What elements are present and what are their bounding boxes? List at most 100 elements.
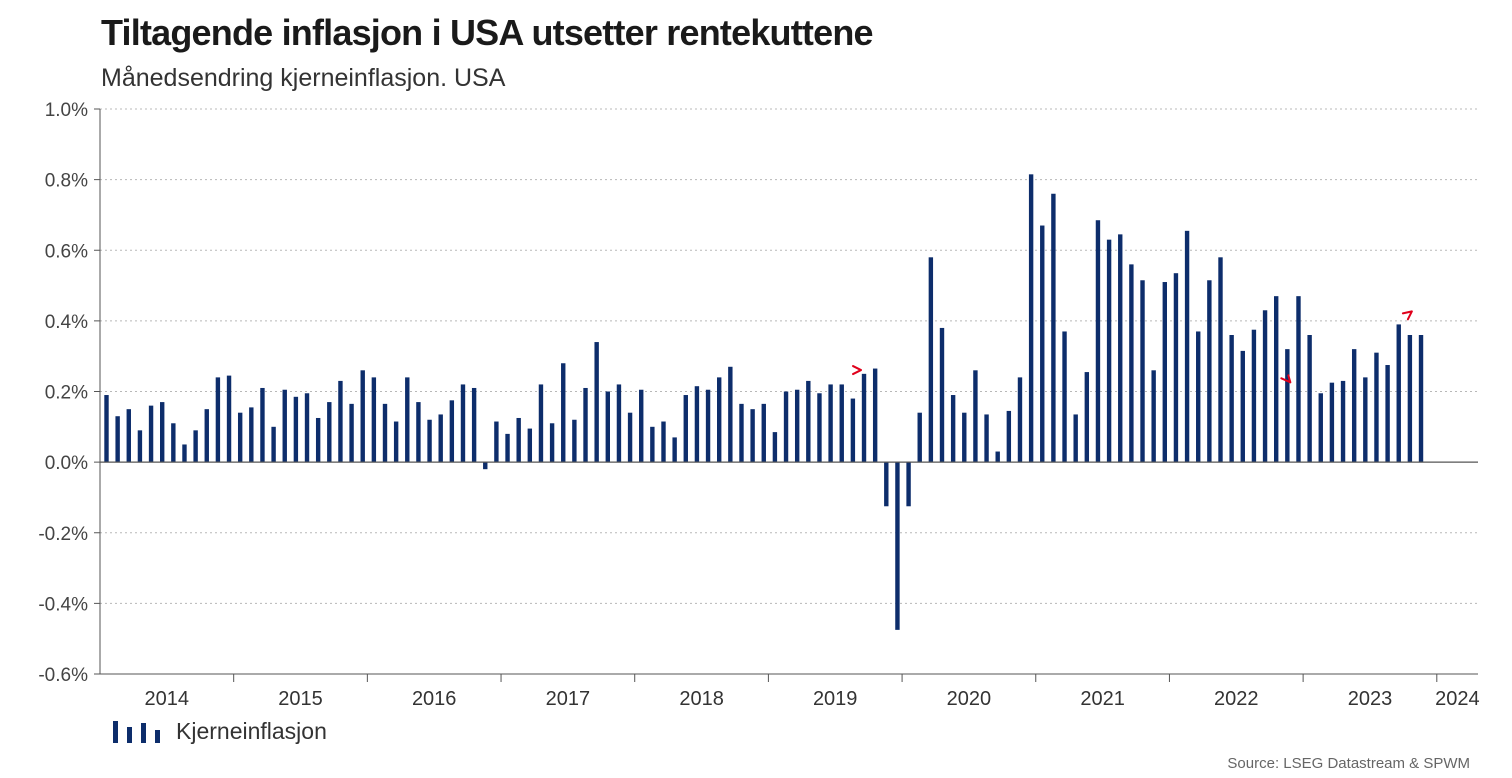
bar [973, 370, 978, 463]
bar [683, 395, 688, 463]
bar [1173, 273, 1179, 463]
bar [884, 462, 889, 507]
bar [962, 412, 967, 463]
bars [104, 174, 1424, 630]
bar [572, 419, 577, 463]
bar [1218, 257, 1223, 463]
y-tick-label: 0.4% [45, 312, 88, 333]
bar [839, 384, 844, 463]
bar [527, 428, 533, 463]
axes [99, 109, 1478, 675]
bar [505, 433, 510, 463]
bar [304, 393, 310, 463]
bar [1028, 174, 1034, 463]
bar [1274, 296, 1279, 463]
bar [594, 342, 599, 463]
bar [382, 403, 388, 463]
x-tick-label: 2017 [546, 688, 591, 710]
legend: Kjerneinflasjon [112, 718, 327, 745]
bar [315, 417, 321, 463]
bar [917, 412, 922, 463]
bar [471, 387, 477, 463]
bar [549, 423, 555, 463]
bar [483, 462, 488, 470]
bar [393, 421, 399, 463]
bar [1151, 370, 1156, 463]
bar [1318, 393, 1323, 463]
bar [605, 391, 610, 463]
bar [1307, 335, 1312, 463]
chart-subtitle: Månedsendring kjerneinflasjon. USA [101, 64, 506, 92]
legend-label: Kjerneinflasjon [176, 718, 327, 744]
bar [872, 368, 878, 463]
bar [126, 409, 131, 463]
bar [115, 416, 120, 463]
bar [828, 384, 833, 463]
bar [260, 387, 265, 463]
bar [1251, 329, 1257, 463]
bar [1340, 380, 1346, 463]
bar [1118, 234, 1123, 463]
chart-title: Tiltagende inflasjon i USA utsetter rent… [101, 12, 874, 53]
bar [1285, 349, 1290, 463]
bar [416, 402, 421, 463]
bar [739, 403, 744, 463]
bar [1184, 230, 1190, 463]
gridlines [100, 108, 1478, 604]
bar [249, 407, 254, 463]
bar [1129, 264, 1134, 463]
bar [583, 387, 588, 463]
bar [984, 414, 989, 463]
bar [561, 363, 566, 463]
bar [405, 377, 410, 463]
red-arrow-marker [852, 365, 863, 376]
bar [639, 389, 644, 463]
bar [1207, 280, 1212, 463]
bar [460, 384, 466, 463]
bar [104, 395, 109, 463]
bar [705, 389, 711, 463]
bar [1084, 372, 1090, 463]
bar [1229, 335, 1234, 463]
bar [1051, 193, 1056, 463]
bar [204, 409, 209, 463]
bar [750, 409, 755, 463]
red-arrow-marker [1280, 374, 1292, 384]
bar [282, 389, 287, 463]
bar [650, 426, 655, 463]
x-tick-label: 2020 [947, 688, 992, 710]
bar [717, 377, 722, 463]
bar [494, 421, 499, 463]
bar [1140, 280, 1145, 463]
bar [950, 395, 956, 463]
y-tick-label: 0.8% [45, 171, 88, 192]
bar [1095, 220, 1101, 463]
bar [293, 396, 299, 463]
bar [427, 419, 432, 463]
bar [516, 417, 521, 463]
bar [783, 391, 789, 463]
bar [371, 377, 377, 463]
bar [995, 451, 1000, 463]
bar [772, 432, 778, 463]
bar [215, 377, 221, 463]
source-note: Source: LSEG Datastream & SPWM [1227, 755, 1470, 772]
x-tick-label: 2024 [1435, 688, 1480, 710]
bar [761, 403, 766, 463]
bar [850, 398, 856, 463]
bar [160, 402, 165, 463]
annotation-markers [852, 310, 1413, 384]
bar [627, 412, 633, 463]
y-tick-label: -0.6% [38, 665, 88, 686]
y-tick-label: -0.4% [38, 594, 88, 615]
bar [1106, 239, 1112, 463]
bar [694, 386, 700, 463]
bar [1262, 310, 1268, 463]
bar [338, 380, 343, 463]
y-tick-label: 0.2% [45, 383, 88, 404]
bar [1017, 377, 1023, 463]
bar [817, 393, 822, 463]
x-tick-label: 2014 [145, 688, 190, 710]
bar [928, 257, 934, 463]
